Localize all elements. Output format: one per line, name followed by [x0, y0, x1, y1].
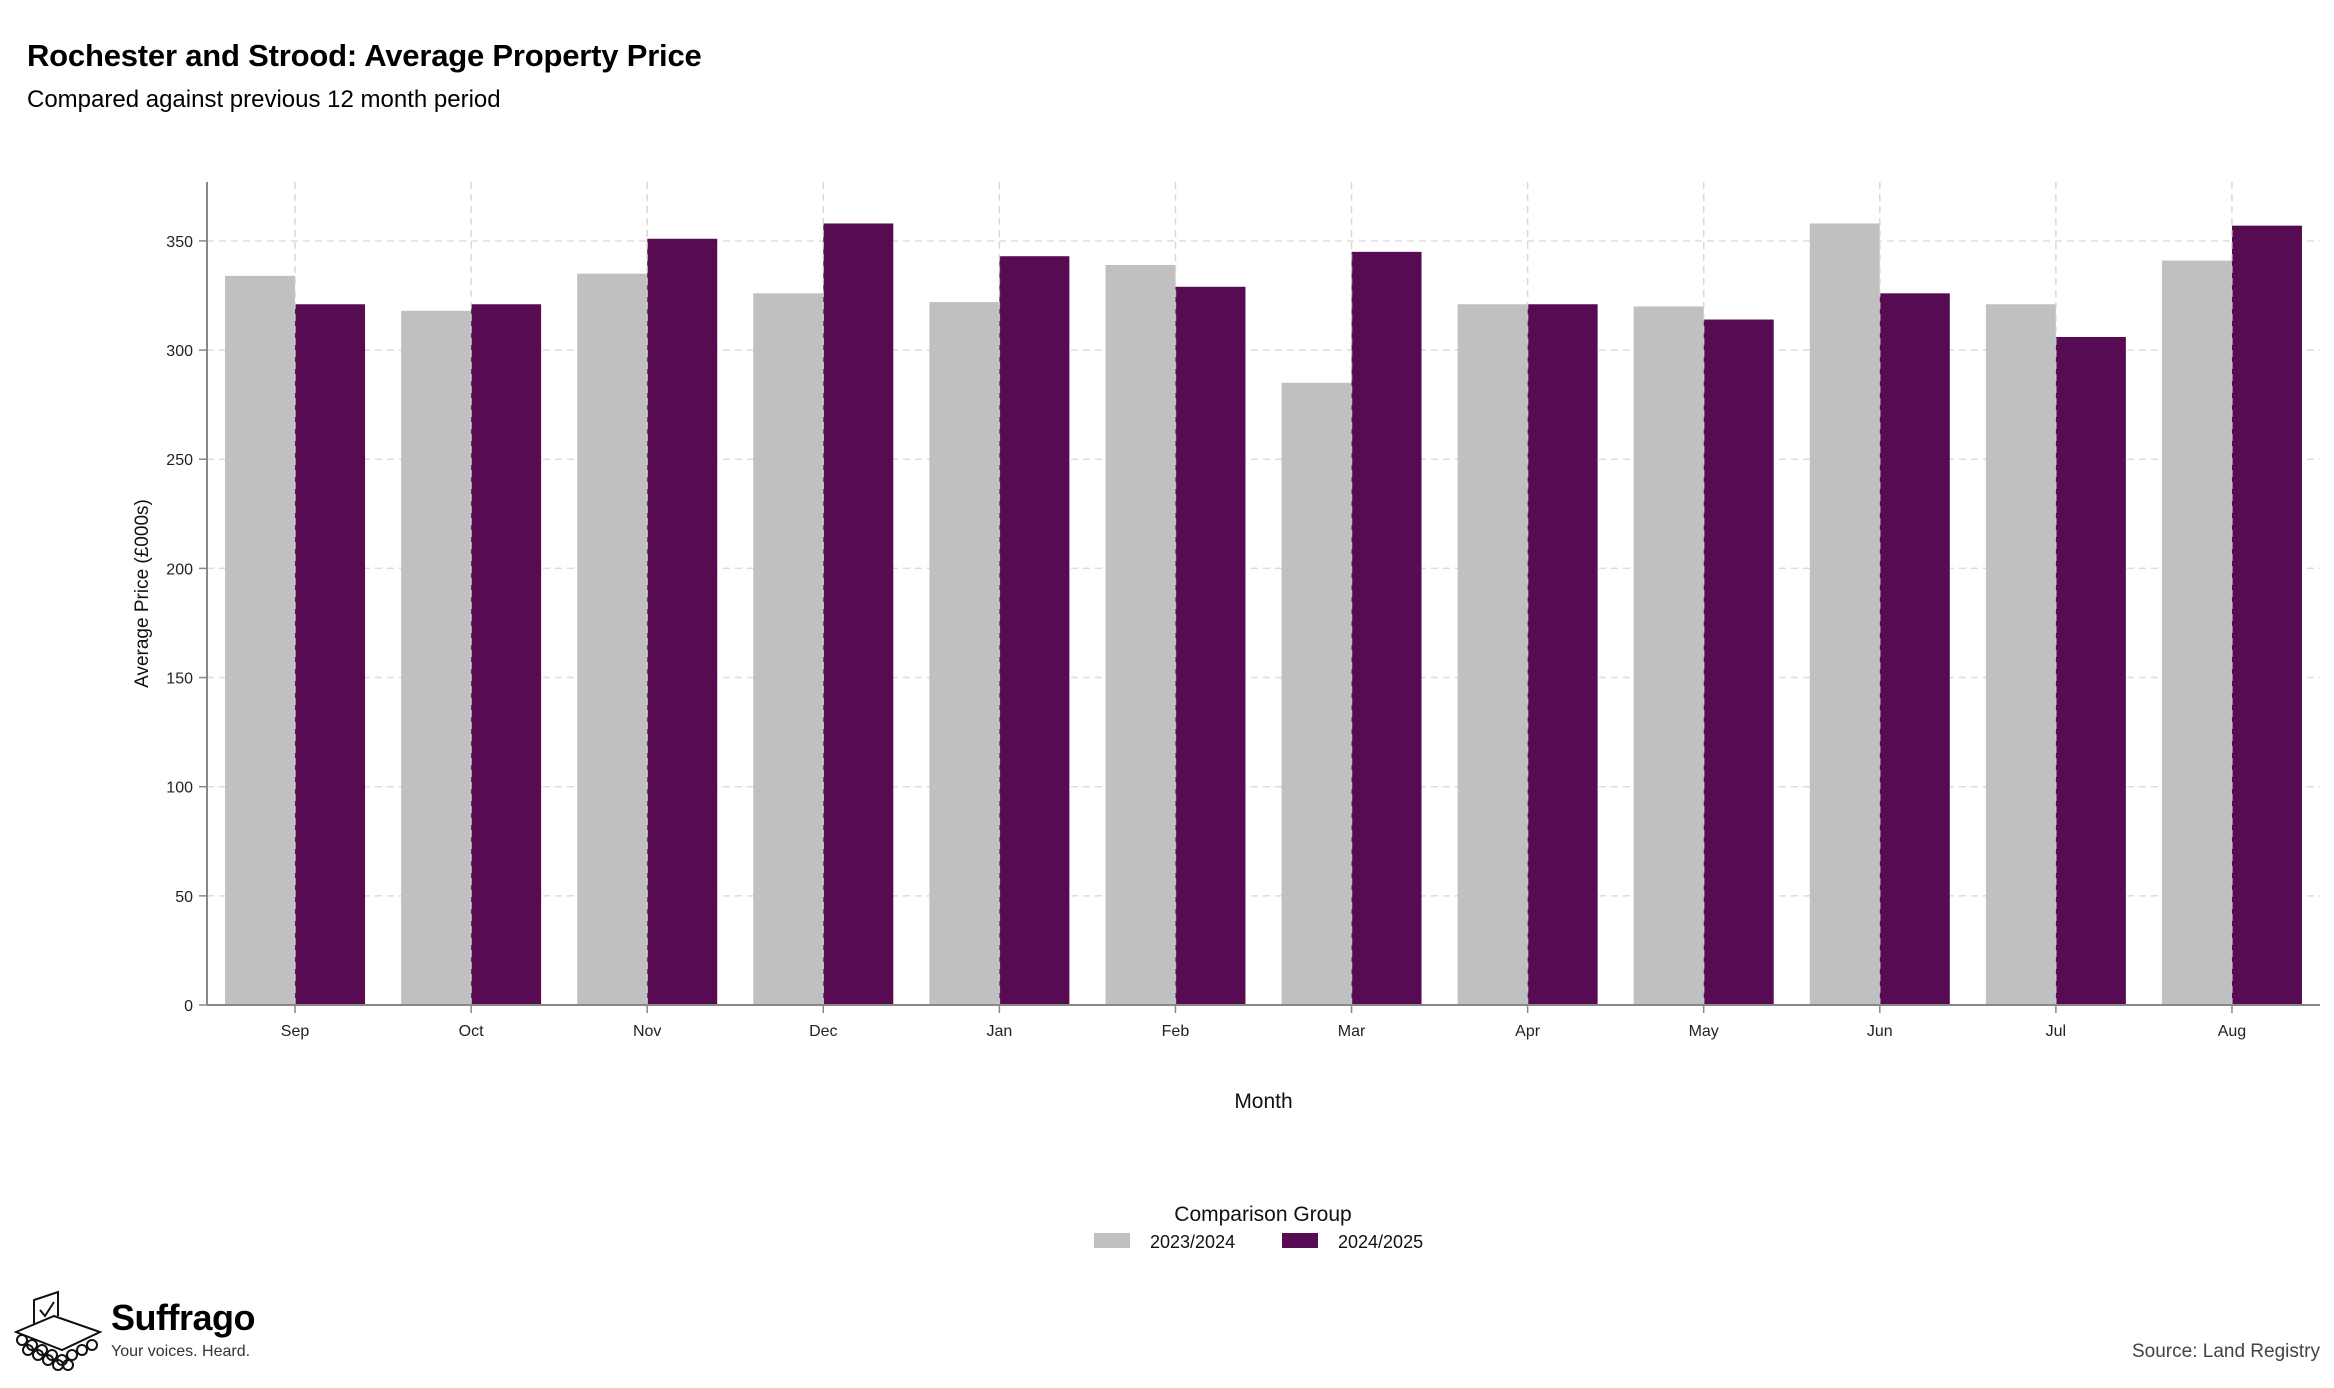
- bar-2023-2024-nov: [577, 273, 648, 1005]
- x-axis-title: Month: [1234, 1090, 1292, 1113]
- legend: Comparison Group 2023/2024 2024/2025: [1094, 1203, 1423, 1252]
- chart-subtitle: Compared against previous 12 month perio…: [27, 86, 501, 113]
- x-tick-label: May: [1689, 1023, 1719, 1040]
- vertical-grid-lines: [294, 182, 2233, 1005]
- bar-chart: 0 50 100 150 200 250 300 350 Sep Oct Nov Dec Jan Feb M…: [132, 182, 2320, 1252]
- x-tick-label: Sep: [281, 1023, 310, 1040]
- brand-tagline: Your voices. Heard.: [111, 1343, 251, 1360]
- brand-name: Suffrago: [111, 1297, 256, 1338]
- axis-labels: 0 50 100 150 200 250 300 350 Sep Oct Nov Dec Jan Feb M…: [132, 234, 2246, 1113]
- legend-label-2023-2024: 2023/2024: [1150, 1232, 1235, 1252]
- chart-title: Rochester and Strood: Average Property P…: [27, 38, 702, 73]
- grid-lines: [207, 240, 2320, 897]
- legend-label-2024-2025: 2024/2025: [1338, 1232, 1423, 1252]
- bar-2023-2024-mar: [1281, 382, 1352, 1005]
- bar-2024-2025-jan: [999, 256, 1070, 1006]
- bar-2023-2024-aug: [2161, 260, 2232, 1005]
- bar-2023-2024-feb: [1105, 264, 1176, 1005]
- x-tick-label: Feb: [1162, 1023, 1190, 1040]
- y-tick-label: 50: [175, 889, 193, 906]
- x-tick-label: Mar: [1338, 1023, 1366, 1040]
- bar-2023-2024-sep: [225, 275, 296, 1006]
- bar-2024-2025-nov: [647, 238, 718, 1006]
- bar-2023-2024-jan: [929, 302, 1000, 1006]
- bar-2024-2025-jul: [2055, 336, 2126, 1005]
- bar-2024-2025-dec: [823, 223, 894, 1006]
- bars: [225, 223, 2302, 1006]
- y-tick-label: 0: [184, 998, 193, 1015]
- bar-2023-2024-jun: [1809, 223, 1880, 1006]
- suffrago-logo-icon: [14, 1290, 103, 1371]
- x-tick-label: Apr: [1515, 1023, 1541, 1040]
- legend-swatch-2023-2024: [1094, 1233, 1130, 1248]
- axes: [199, 182, 2320, 1013]
- legend-swatch-2024-2025: [1282, 1233, 1318, 1248]
- bar-2024-2025-jun: [1879, 293, 1950, 1005]
- y-axis-title: Average Price (£000s): [132, 499, 153, 688]
- x-tick-label: Oct: [459, 1023, 484, 1040]
- x-tick-label: Dec: [809, 1023, 837, 1040]
- source-note: Source: Land Registry: [2132, 1341, 2320, 1362]
- bar-2024-2025-feb: [1175, 286, 1246, 1005]
- bar-2024-2025-oct: [471, 304, 542, 1005]
- x-tick-label: Nov: [633, 1023, 661, 1040]
- y-tick-label: 300: [166, 343, 193, 360]
- bar-2023-2024-dec: [753, 293, 824, 1005]
- bar-2023-2024-jul: [1985, 304, 2056, 1005]
- y-tick-label: 100: [166, 780, 193, 797]
- bar-2023-2024-oct: [401, 310, 472, 1005]
- x-tick-label: Aug: [2218, 1023, 2246, 1040]
- legend-title: Comparison Group: [1174, 1203, 1351, 1226]
- bar-2023-2024-may: [1633, 306, 1704, 1005]
- y-tick-label: 350: [166, 234, 193, 251]
- bar-2024-2025-mar: [1351, 251, 1422, 1006]
- x-tick-label: Jun: [1867, 1023, 1893, 1040]
- x-tick-label: Jan: [986, 1023, 1012, 1040]
- y-tick-label: 250: [166, 452, 193, 469]
- bar-2024-2025-sep: [295, 304, 366, 1005]
- y-tick-label: 150: [166, 671, 193, 688]
- x-tick-label: Jul: [2046, 1023, 2066, 1040]
- bar-2023-2024-apr: [1457, 304, 1528, 1005]
- bar-2024-2025-may: [1703, 319, 1774, 1005]
- bar-2024-2025-aug: [2231, 225, 2302, 1006]
- bar-2024-2025-apr: [1527, 304, 1598, 1005]
- y-tick-label: 200: [166, 561, 193, 578]
